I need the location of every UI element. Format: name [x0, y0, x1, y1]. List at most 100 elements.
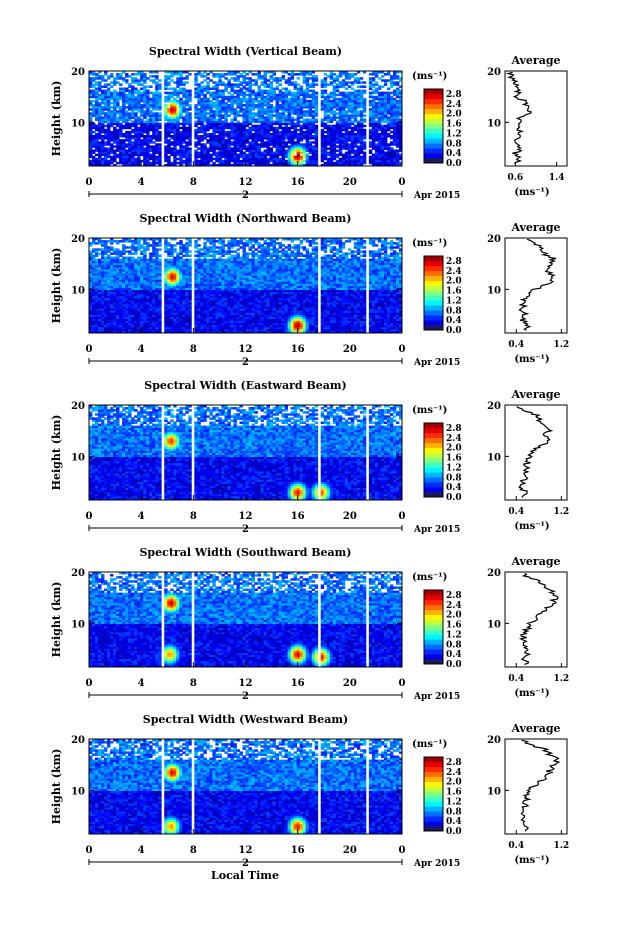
colorbar-tick-label: 0.4 — [446, 817, 462, 827]
colorbar-unit: (ms⁻¹) — [412, 572, 447, 583]
colorbar-swatch — [424, 796, 443, 801]
panel-1: Spectral Width (Northward Beam) 20 10 Heigh… — [50, 212, 569, 368]
x-tick-label: 8 — [190, 678, 197, 689]
average-x-label: (ms⁻¹) — [514, 688, 549, 699]
date-label: 2 — [242, 524, 249, 535]
x-tick-label: 20 — [343, 678, 357, 689]
colorbar-swatch — [424, 109, 443, 114]
colorbar-swatch — [424, 821, 443, 826]
average-y-tick-label: 10 — [487, 619, 501, 630]
panel-title: Spectral Width (Southward Beam) — [139, 546, 351, 559]
colorbar-swatch — [424, 649, 443, 654]
colorbar-tick-label: 0.0 — [446, 827, 462, 837]
month-label: Apr 2015 — [413, 692, 460, 702]
x-tick-label: 0 — [399, 511, 406, 522]
average-frame — [505, 405, 567, 500]
average-y-tick-label: 10 — [487, 452, 501, 463]
colorbar-swatch — [424, 94, 443, 99]
x-tick-label: 12 — [239, 177, 253, 188]
colorbar-swatch — [424, 482, 443, 487]
colorbar-tick-label: 2.0 — [446, 611, 462, 621]
average-frame — [505, 739, 567, 834]
colorbar-swatch — [424, 443, 443, 448]
average-title: Average — [510, 221, 560, 234]
average-x-tick-label: 1.2 — [554, 507, 570, 517]
average-y-tick-label: 20 — [487, 234, 501, 245]
heatmap-cells — [89, 71, 402, 166]
colorbar-swatch — [424, 153, 443, 158]
colorbar-tick-label: 2.4 — [446, 267, 462, 277]
colorbar-swatch — [424, 772, 443, 777]
colorbar-tick-label: 2.4 — [446, 434, 462, 444]
colorbar-swatch — [424, 266, 443, 271]
colorbar-swatch — [424, 782, 443, 787]
colorbar-swatch — [424, 629, 443, 634]
colorbar-tick-label: 0.8 — [446, 640, 462, 650]
average-y-tick-label: 20 — [487, 568, 501, 579]
colorbar-tick-label: 0.4 — [446, 483, 462, 493]
x-tick-label: 0 — [399, 177, 406, 188]
colorbar-unit: (ms⁻¹) — [412, 71, 447, 82]
x-tick-label: 4 — [138, 845, 145, 856]
average-title: Average — [510, 54, 560, 67]
colorbar-swatch — [424, 757, 443, 762]
panel-4: Spectral Width (Westward Beam)2010Height… — [50, 713, 569, 869]
average-x-tick-label: 0.4 — [508, 340, 524, 350]
x-tick-label: 0 — [399, 845, 406, 856]
x-tick-label: 20 — [343, 511, 357, 522]
colorbar-swatch — [424, 138, 443, 143]
x-tick-label: 20 — [343, 344, 357, 355]
month-label: Apr 2015 — [413, 358, 460, 368]
colorbar-tick-label: 1.6 — [446, 454, 462, 464]
colorbar-swatch — [424, 806, 443, 811]
colorbar-swatch — [424, 472, 443, 477]
x-tick-label: 0 — [86, 511, 93, 522]
month-label: Apr 2015 — [413, 525, 460, 535]
x-tick-label: 16 — [291, 177, 305, 188]
colorbar-swatch — [424, 801, 443, 806]
average-x-tick-label: 1.2 — [554, 674, 570, 684]
x-tick-label: 12 — [239, 511, 253, 522]
y-axis-label: Height (km) — [50, 248, 63, 324]
y-tick-label: 20 — [71, 234, 85, 245]
colorbar-tick-label: 2.8 — [446, 591, 462, 601]
average-x-tick-label: 0.4 — [508, 674, 524, 684]
colorbar-swatch — [424, 816, 443, 821]
x-tick-label: 4 — [138, 177, 145, 188]
average-x-label: (ms⁻¹) — [514, 354, 549, 365]
panel-title: Spectral Width (Vertical Beam) — [149, 45, 342, 58]
colorbar-swatch — [424, 438, 443, 443]
colorbar-swatch — [424, 305, 443, 310]
x-tick-label: 12 — [239, 678, 253, 689]
panel-title: Spectral Width (Northward Beam) — [140, 212, 352, 225]
y-tick-label: 10 — [71, 118, 85, 129]
x-tick-label: 8 — [190, 177, 197, 188]
average-title: Average — [510, 555, 560, 568]
colorbar-swatch — [424, 467, 443, 472]
colorbar-tick-label: 0.0 — [446, 493, 462, 503]
x-tick-label: 0 — [399, 344, 406, 355]
x-tick-label: 12 — [239, 845, 253, 856]
colorbar-tick-label: 0.8 — [446, 807, 462, 817]
colorbar-tick-label: 2.4 — [446, 768, 462, 778]
colorbar-swatch — [424, 428, 443, 433]
x-tick-label: 4 — [138, 344, 145, 355]
date-label: 2 — [242, 858, 249, 869]
colorbar-swatch — [424, 625, 443, 630]
colorbar-tick-label: 0.4 — [446, 316, 462, 326]
y-tick-label: 10 — [71, 619, 85, 630]
panel-title: Spectral Width (Westward Beam) — [143, 713, 348, 726]
colorbar-swatch — [424, 620, 443, 625]
panel-3: Spectral Width (Southward Beam)2010Heigh… — [50, 546, 569, 702]
x-tick-label: 4 — [138, 511, 145, 522]
colorbar-swatch — [424, 104, 443, 109]
average-x-tick-label: 1.4 — [549, 173, 565, 183]
average-y-tick-label: 20 — [487, 401, 501, 412]
colorbar-tick-label: 1.6 — [446, 120, 462, 130]
average-y-tick-label: 10 — [487, 285, 501, 296]
date-label: 2 — [242, 190, 249, 201]
colorbar-tick-label: 0.0 — [446, 326, 462, 336]
colorbar-swatch — [424, 762, 443, 767]
average-title: Average — [510, 722, 560, 735]
